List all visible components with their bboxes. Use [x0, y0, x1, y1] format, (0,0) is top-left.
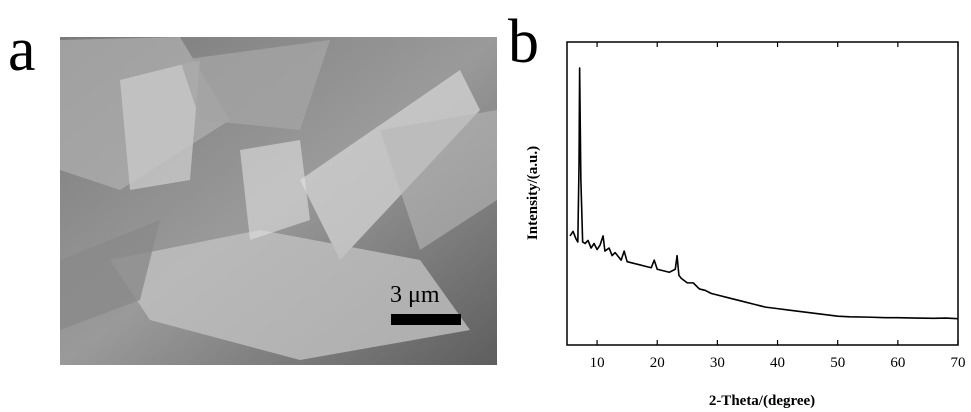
xrd-line: [569, 67, 959, 320]
panel-label: b: [508, 8, 539, 76]
panel-label: a: [8, 16, 36, 84]
x-tick-label: 20: [650, 355, 665, 371]
y-axis-label: Intensity/(a.u.): [525, 146, 541, 240]
scale-bar-label: 3 μm: [390, 282, 440, 308]
x-tick-label: 60: [890, 355, 905, 371]
x-tick-label: 10: [590, 355, 605, 371]
plot-frame: [566, 41, 959, 346]
x-tick-label: 50: [830, 355, 845, 371]
x-tick-label: 40: [770, 355, 785, 371]
sem-image: 3 μm: [60, 37, 497, 365]
x-tick-label: 30: [710, 355, 725, 371]
x-axis-label: 2-Theta/(degree): [709, 393, 815, 409]
x-tick-label: 70: [951, 355, 966, 371]
